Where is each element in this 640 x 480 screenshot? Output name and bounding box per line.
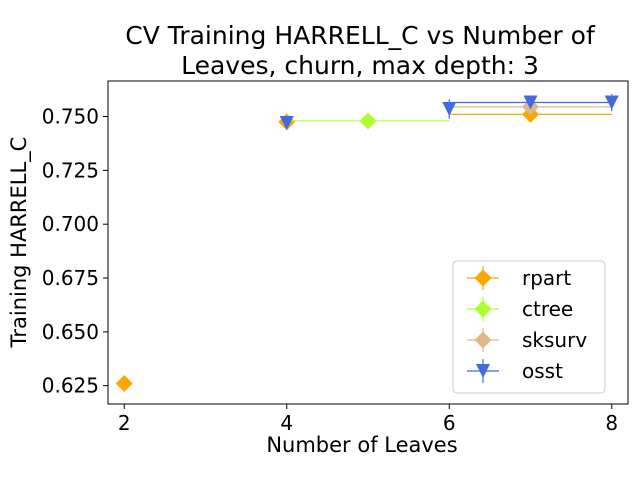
legend-label: sksurv <box>522 328 587 352</box>
chart-title-line-1: CV Training HARRELL_C vs Number of <box>125 21 596 50</box>
legend-marker-ctree <box>474 300 492 318</box>
legend-label: rpart <box>522 266 571 290</box>
y-tick-label: 0.750 <box>42 105 99 129</box>
chart-title-line-2: Leaves, churn, max depth: 3 <box>181 51 539 80</box>
x-axis-ticks: 2 4 6 8 <box>118 404 618 435</box>
osst-point <box>279 115 294 130</box>
ctree-point <box>359 112 377 130</box>
legend-item-ctree: ctree <box>467 297 573 321</box>
legend-marker-osst <box>476 364 490 378</box>
x-tick-label: 4 <box>280 411 293 435</box>
y-axis-ticks: 0.625 0.650 0.675 0.700 0.725 0.750 <box>42 105 108 398</box>
x-tick-label: 2 <box>118 411 131 435</box>
legend-item-osst: osst <box>467 359 563 383</box>
y-tick-label: 0.700 <box>42 212 99 236</box>
y-tick-label: 0.675 <box>42 266 99 290</box>
osst-point <box>523 95 538 110</box>
rpart-point <box>115 375 133 393</box>
series-layer <box>115 93 619 393</box>
y-axis-label: Training HARRELL_C <box>7 137 32 349</box>
osst-point <box>604 95 619 110</box>
x-axis-label: Number of Leaves <box>266 433 457 457</box>
legend-item-rpart: rpart <box>467 266 571 290</box>
x-tick-label: 6 <box>443 411 456 435</box>
plot-frame <box>107 80 629 405</box>
legend-item-sksurv: sksurv <box>467 328 587 352</box>
legend: rpart ctree sksurv osst <box>452 260 606 394</box>
series-osst <box>279 93 619 130</box>
series-ctree <box>286 112 450 130</box>
legend-frame <box>452 260 606 394</box>
legend-marker-sksurv <box>474 331 492 349</box>
x-tick-label: 8 <box>605 411 618 435</box>
legend-label: osst <box>522 359 563 383</box>
osst-point <box>442 101 457 116</box>
y-tick-label: 0.650 <box>42 320 99 344</box>
legend-marker-rpart <box>474 269 492 287</box>
y-tick-label: 0.725 <box>42 158 99 182</box>
legend-label: ctree <box>522 297 573 321</box>
y-tick-label: 0.625 <box>42 374 99 398</box>
